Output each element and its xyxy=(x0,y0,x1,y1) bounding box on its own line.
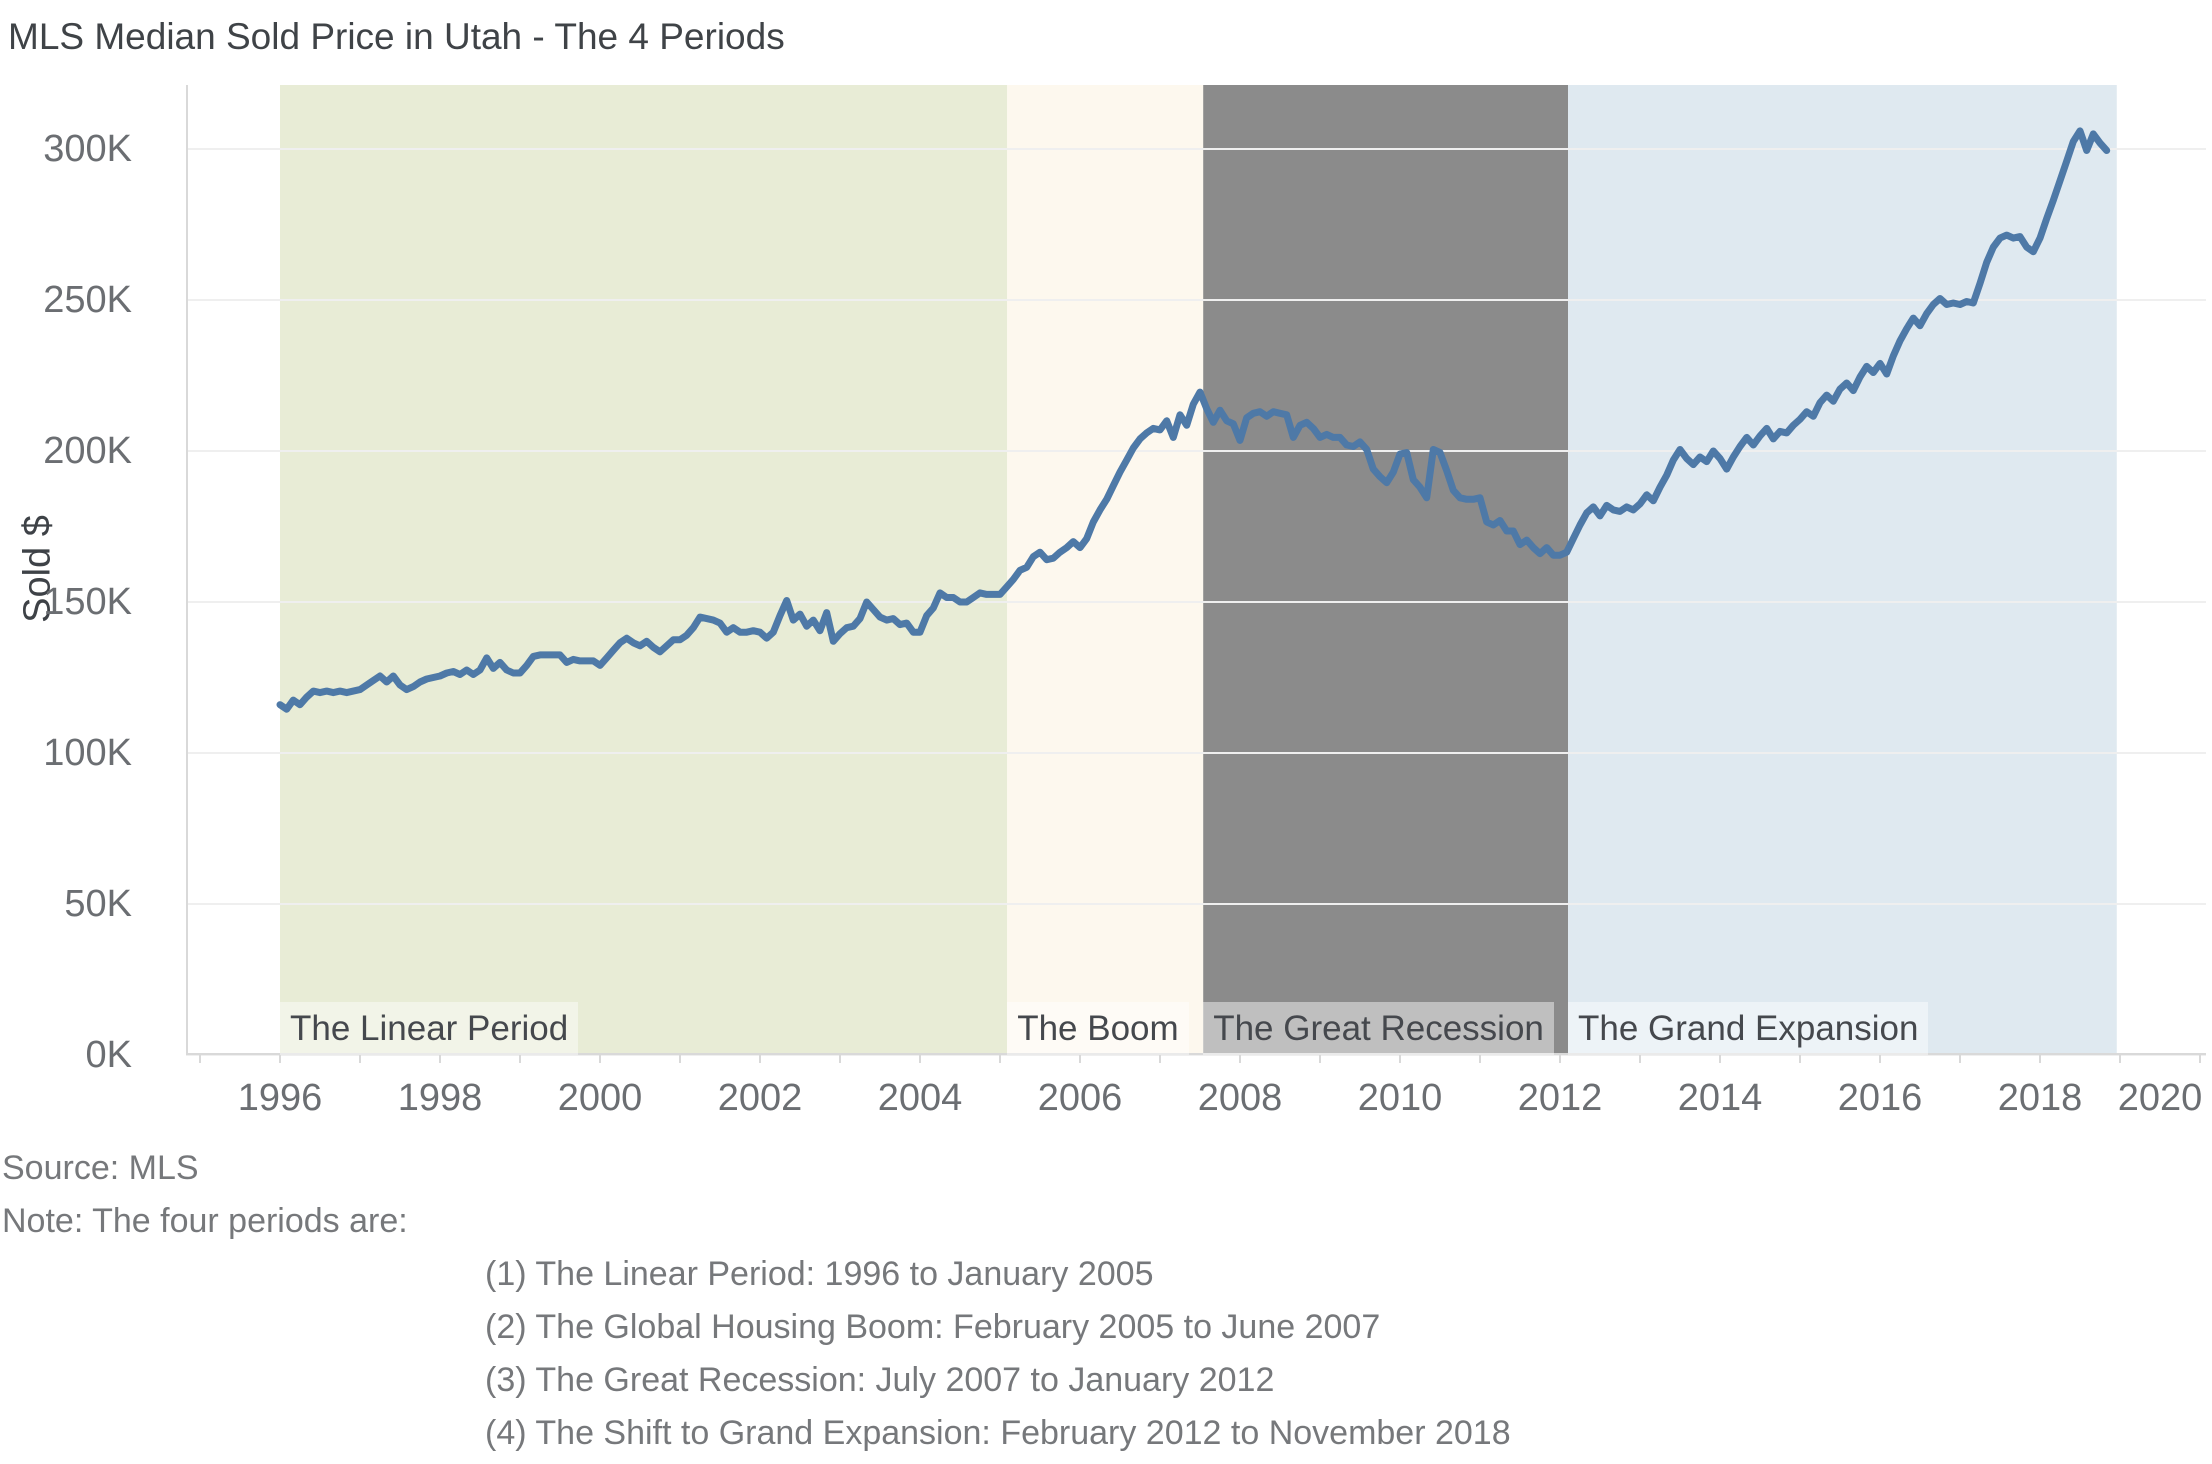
plot-area xyxy=(186,85,2206,1063)
y-tick-label-0K: 0K xyxy=(85,1034,132,1076)
median-price-line xyxy=(276,127,2111,713)
y-tick-label-200K: 200K xyxy=(43,430,132,472)
x-tick-label-2004: 2004 xyxy=(877,1077,963,1119)
y-tick-label-150K: 150K xyxy=(43,581,132,623)
y-tick-label-50K: 50K xyxy=(64,883,132,925)
source-note-block: Source: MLS Note: The four periods are: xyxy=(2,1142,408,1248)
x-tick-label-2012: 2012 xyxy=(1517,1077,1603,1119)
period-band-2 xyxy=(1007,85,1204,1055)
y-tick-label-250K: 250K xyxy=(43,279,132,321)
period-band-4 xyxy=(1568,85,2117,1055)
period-label-1: The Linear Period xyxy=(280,1002,579,1055)
note-intro-line: Note: The four periods are: xyxy=(2,1202,408,1240)
period-definition-3: (3) The Great Recession: July 2007 to Ja… xyxy=(485,1361,1275,1399)
period-definition-2: (2) The Global Housing Boom: February 20… xyxy=(485,1308,1381,1346)
period-definition-1: (1) The Linear Period: 1996 to January 2… xyxy=(485,1255,1154,1293)
period-label-2: The Boom xyxy=(1007,1002,1189,1055)
source-line: Source: MLS xyxy=(2,1149,199,1187)
chart-title: MLS Median Sold Price in Utah - The 4 Pe… xyxy=(8,16,785,57)
period-band-3 xyxy=(1203,85,1568,1055)
x-tick-label-2002: 2002 xyxy=(717,1077,803,1119)
period-band-1 xyxy=(280,85,1008,1055)
x-tick-label-1998: 1998 xyxy=(397,1077,483,1119)
period-label-3: The Great Recession xyxy=(1203,1002,1554,1055)
period-definition-4: (4) The Shift to Grand Expansion: Februa… xyxy=(485,1414,1511,1452)
y-tick-label-300K: 300K xyxy=(43,128,132,170)
y-tick-label-100K: 100K xyxy=(43,732,132,774)
x-tick-label-2014: 2014 xyxy=(1677,1077,1763,1119)
x-tick-label-2020: 2020 xyxy=(2117,1077,2203,1119)
period-definitions: (1) The Linear Period: 1996 to January 2… xyxy=(485,1248,1511,1460)
x-tick-label-2010: 2010 xyxy=(1357,1077,1443,1119)
x-tick-label-2018: 2018 xyxy=(1997,1077,2083,1119)
x-tick-label-2006: 2006 xyxy=(1037,1077,1123,1119)
x-tick-label-2000: 2000 xyxy=(557,1077,643,1119)
period-label-4: The Grand Expansion xyxy=(1568,1002,1929,1055)
x-tick-label-2016: 2016 xyxy=(1837,1077,1923,1119)
x-tick-label-2008: 2008 xyxy=(1197,1077,1283,1119)
x-tick-label-1996: 1996 xyxy=(237,1077,323,1119)
